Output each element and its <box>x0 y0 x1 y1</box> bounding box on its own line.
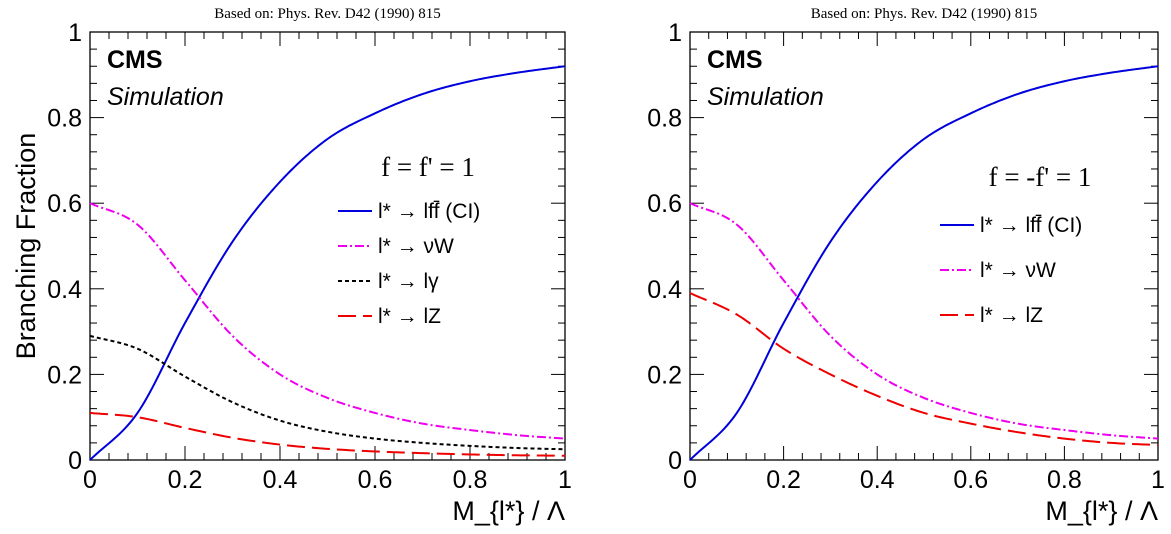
x-tick-label: 0.4 <box>263 466 298 494</box>
experiment-label: CMS <box>707 46 763 74</box>
legend-label: l* → lγ <box>378 270 439 293</box>
y-tick-label: 1 <box>668 19 682 47</box>
y-tick-label: 0.2 <box>647 361 682 389</box>
x-tick-label: 0.2 <box>168 466 203 494</box>
legend-label: l* → lZ <box>378 305 441 328</box>
coupling-label: f = -f' = 1 <box>989 162 1092 192</box>
coupling-label: f = f' = 1 <box>381 152 475 182</box>
y-tick-label: 1 <box>68 19 82 47</box>
y-tick-label: 0.4 <box>647 276 682 304</box>
series-line-2 <box>689 202 1159 440</box>
x-tick-label: 0 <box>683 466 697 494</box>
y-tick-label: 0.8 <box>647 105 682 133</box>
y-tick-label: 0.6 <box>47 190 82 218</box>
x-tick-label: 1 <box>1151 466 1165 494</box>
chart-panel-2: 0 0.2 0.4 0.6 0.8 1 0 0.2 0.4 0.6 0.8 1 Based on: Ph… <box>647 6 1165 526</box>
x-axis-title: M_{l*} / Λ <box>452 496 565 526</box>
series-line-3 <box>689 292 1159 447</box>
legend-label: l* → lff̄ (CI) <box>378 200 480 223</box>
chart-panel-1: 0 0.2 0.4 0.6 0.8 1 0 0.2 0.4 0.6 0.8 1 Based on: Ph… <box>11 6 572 526</box>
x-tick-label: 0.8 <box>453 466 488 494</box>
y-axis-title: Branching Fraction <box>11 133 41 360</box>
x-tick-label: 1 <box>558 466 572 494</box>
x-tick-label: 0.6 <box>358 466 393 494</box>
plot-frame <box>89 31 566 461</box>
status-label: Simulation <box>107 83 224 111</box>
series-line-2 <box>89 202 566 440</box>
experiment-label: CMS <box>107 46 163 74</box>
y-tick-label: 0 <box>68 447 82 475</box>
legend-label: l* → νW <box>980 259 1056 282</box>
legend-label: l* → lff̄ (CI) <box>980 214 1082 237</box>
x-tick-label: 0.6 <box>953 466 988 494</box>
status-label: Simulation <box>707 83 824 111</box>
series-line-3 <box>89 334 566 451</box>
plot-frame <box>689 31 1159 461</box>
x-tick-label: 0 <box>83 466 97 494</box>
source-note: Based on: Phys. Rev. D42 (1990) 815 <box>214 6 441 22</box>
x-axis-title: M_{l*} / Λ <box>1045 496 1158 526</box>
y-tick-label: 0.6 <box>647 190 682 218</box>
source-note: Based on: Phys. Rev. D42 (1990) 815 <box>811 6 1038 22</box>
x-tick-label: 0.4 <box>860 466 895 494</box>
y-tick-label: 0.8 <box>47 105 82 133</box>
y-tick-label: 0 <box>668 447 682 475</box>
y-tick-label: 0.2 <box>47 361 82 389</box>
series-line-4 <box>89 411 566 457</box>
series-line-1 <box>689 65 1159 461</box>
legend-label: l* → lZ <box>980 304 1043 327</box>
series-line-1 <box>89 65 566 461</box>
x-tick-label: 0.2 <box>766 466 801 494</box>
y-tick-label: 0.4 <box>47 276 82 304</box>
legend-label: l* → νW <box>378 235 454 258</box>
x-tick-label: 0.8 <box>1047 466 1082 494</box>
